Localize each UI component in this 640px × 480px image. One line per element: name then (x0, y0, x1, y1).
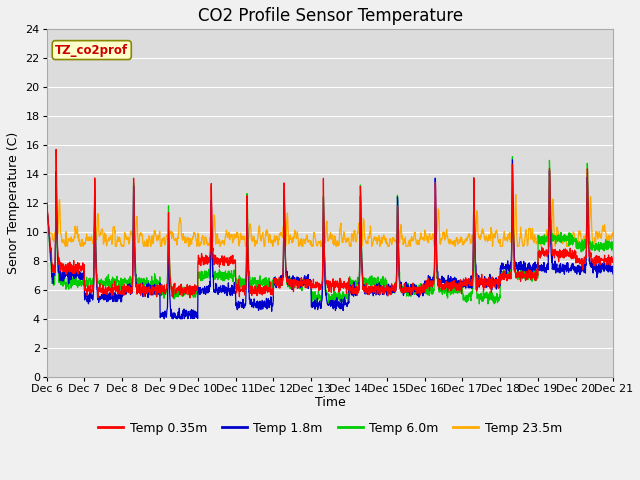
Temp 23.5m (512, 192, 520, 197)
Temp 6.0m (332, 301, 340, 307)
Temp 23.5m (347, 243, 355, 249)
Temp 6.0m (43, 200, 51, 206)
Temp 0.35m (43, 200, 51, 206)
Temp 6.0m (610, 250, 618, 256)
Line: Temp 0.35m: Temp 0.35m (47, 149, 614, 298)
Temp 0.35m (347, 286, 355, 292)
Temp 23.5m (610, 228, 618, 234)
Y-axis label: Senor Temperature (C): Senor Temperature (C) (7, 132, 20, 274)
Temp 23.5m (576, 228, 584, 234)
Temp 0.35m (560, 255, 568, 261)
X-axis label: Time: Time (315, 396, 346, 409)
Temp 1.8m (610, 266, 618, 272)
Temp 1.8m (201, 289, 209, 295)
Temp 0.35m (186, 295, 194, 300)
Temp 6.0m (509, 154, 516, 159)
Temp 1.8m (160, 316, 168, 322)
Temp 6.0m (560, 237, 568, 242)
Temp 1.8m (43, 200, 51, 206)
Temp 1.8m (576, 264, 584, 270)
Temp 23.5m (61, 243, 69, 249)
Line: Temp 23.5m: Temp 23.5m (47, 194, 614, 246)
Legend: Temp 0.35m, Temp 1.8m, Temp 6.0m, Temp 23.5m: Temp 0.35m, Temp 1.8m, Temp 6.0m, Temp 2… (93, 417, 567, 440)
Temp 1.8m (347, 289, 355, 295)
Temp 0.35m (495, 282, 503, 288)
Temp 1.8m (495, 275, 503, 280)
Temp 23.5m (560, 238, 568, 244)
Temp 6.0m (495, 298, 503, 303)
Temp 0.35m (576, 257, 584, 263)
Temp 6.0m (201, 276, 209, 281)
Temp 1.8m (509, 157, 516, 163)
Temp 23.5m (359, 219, 367, 225)
Text: TZ_co2prof: TZ_co2prof (55, 44, 129, 57)
Line: Temp 1.8m: Temp 1.8m (47, 160, 614, 319)
Temp 23.5m (201, 234, 209, 240)
Temp 23.5m (43, 229, 51, 235)
Temp 0.35m (202, 254, 209, 260)
Temp 0.35m (610, 256, 618, 262)
Temp 1.8m (560, 262, 568, 268)
Line: Temp 6.0m: Temp 6.0m (47, 156, 614, 304)
Temp 6.0m (347, 281, 355, 287)
Temp 6.0m (576, 239, 584, 245)
Temp 0.35m (52, 146, 60, 152)
Temp 0.35m (360, 283, 367, 289)
Temp 1.8m (359, 280, 367, 286)
Temp 6.0m (359, 276, 367, 282)
Temp 23.5m (495, 238, 503, 244)
Title: CO2 Profile Sensor Temperature: CO2 Profile Sensor Temperature (198, 7, 463, 25)
